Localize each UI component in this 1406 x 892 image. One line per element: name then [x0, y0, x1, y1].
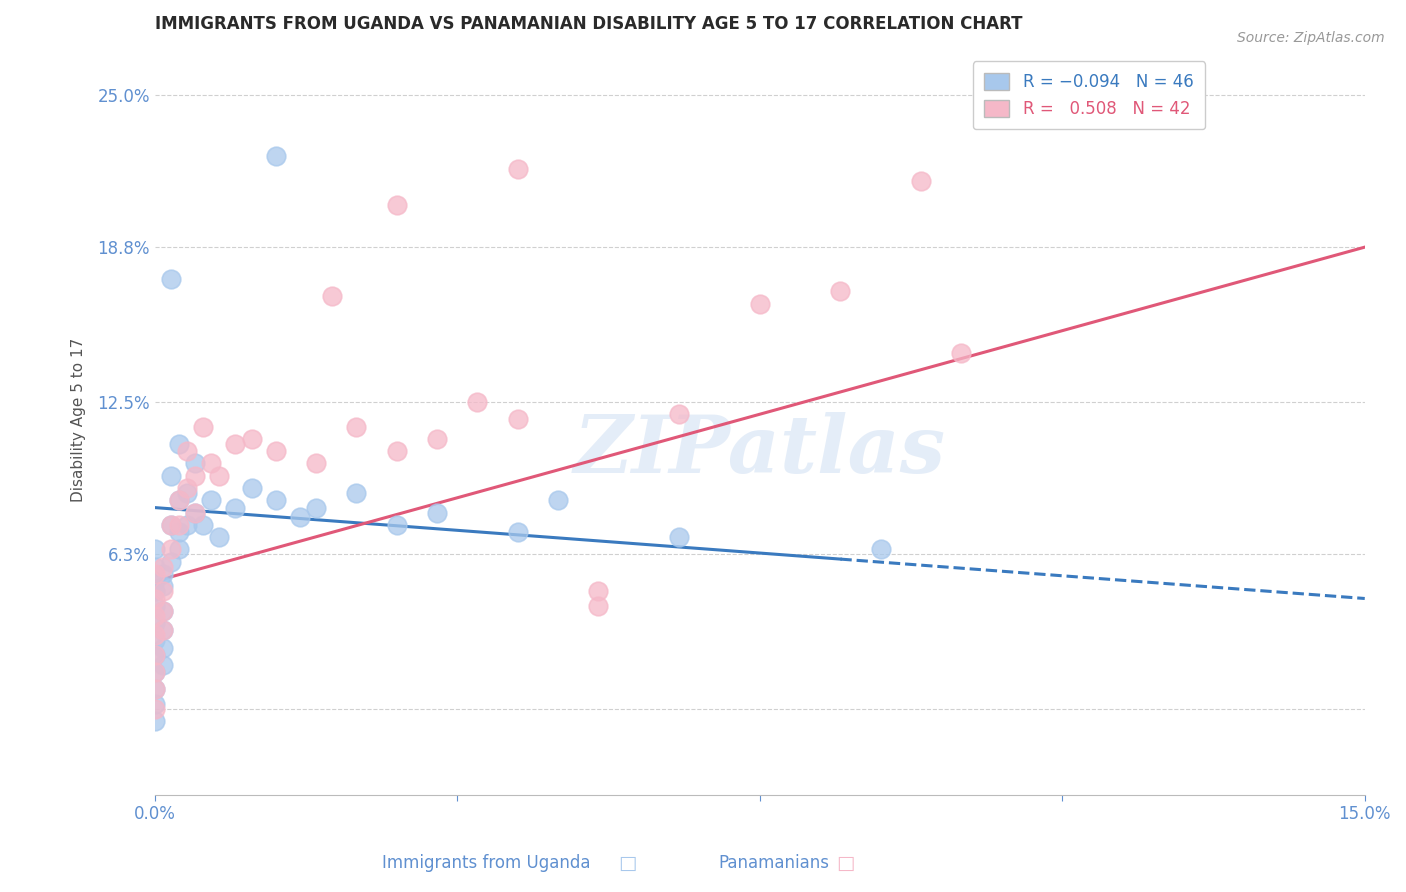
- Point: [152, 624, 174, 638]
- Point: [160, 517, 183, 532]
- Point: [143, 608, 166, 623]
- Point: [426, 506, 449, 520]
- Text: □: □: [619, 854, 637, 873]
- Point: [264, 149, 287, 163]
- Point: [547, 493, 569, 508]
- Point: [152, 604, 174, 618]
- Point: [224, 500, 246, 515]
- Point: [143, 697, 166, 711]
- Point: [305, 500, 328, 515]
- Point: [160, 555, 183, 569]
- Point: [305, 456, 328, 470]
- Point: [385, 517, 408, 532]
- Point: [143, 665, 166, 680]
- Point: [321, 289, 343, 303]
- Point: [152, 640, 174, 655]
- Point: [346, 419, 368, 434]
- Point: [176, 481, 198, 495]
- Point: [143, 559, 166, 574]
- Point: [869, 542, 891, 557]
- Point: [167, 517, 190, 532]
- Point: [588, 584, 610, 599]
- Point: [152, 579, 174, 593]
- Point: [176, 486, 198, 500]
- Point: [588, 599, 610, 613]
- Point: [143, 665, 166, 680]
- Point: [143, 628, 166, 642]
- Point: [167, 436, 190, 450]
- Point: [240, 481, 263, 495]
- Point: [143, 702, 166, 716]
- Point: [910, 174, 932, 188]
- Point: [385, 198, 408, 212]
- Point: [193, 517, 215, 532]
- Point: [506, 525, 529, 540]
- Point: [167, 493, 190, 508]
- Point: [224, 436, 246, 450]
- Point: [160, 272, 183, 286]
- Point: [208, 530, 231, 544]
- Point: [143, 542, 166, 557]
- Point: [167, 493, 190, 508]
- Point: [160, 542, 183, 557]
- Point: [200, 493, 222, 508]
- Point: [184, 468, 207, 483]
- Text: Immigrants from Uganda: Immigrants from Uganda: [382, 855, 591, 872]
- Point: [143, 616, 166, 631]
- Point: [668, 407, 690, 421]
- Point: [264, 444, 287, 458]
- Point: [668, 530, 690, 544]
- Point: [288, 510, 311, 524]
- Point: [240, 432, 263, 446]
- Point: [152, 566, 174, 581]
- Point: [143, 599, 166, 613]
- Point: [143, 682, 166, 697]
- Point: [346, 486, 368, 500]
- Point: [184, 456, 207, 470]
- Point: [143, 648, 166, 662]
- Point: [467, 395, 489, 409]
- Point: [385, 444, 408, 458]
- Point: [176, 444, 198, 458]
- Point: [143, 584, 166, 599]
- Point: [426, 432, 449, 446]
- Y-axis label: Disability Age 5 to 17: Disability Age 5 to 17: [72, 338, 86, 502]
- Point: [160, 517, 183, 532]
- Point: [143, 714, 166, 729]
- Point: [167, 525, 190, 540]
- Point: [506, 412, 529, 426]
- Point: [264, 493, 287, 508]
- Point: [152, 559, 174, 574]
- Point: [193, 419, 215, 434]
- Text: IMMIGRANTS FROM UGANDA VS PANAMANIAN DISABILITY AGE 5 TO 17 CORRELATION CHART: IMMIGRANTS FROM UGANDA VS PANAMANIAN DIS…: [155, 15, 1022, 33]
- Point: [152, 624, 174, 638]
- Point: [152, 657, 174, 672]
- Point: [152, 604, 174, 618]
- Point: [200, 456, 222, 470]
- Point: [143, 682, 166, 697]
- Point: [160, 468, 183, 483]
- Point: [143, 566, 166, 581]
- Point: [143, 591, 166, 606]
- Legend: R = −0.094   N = 46, R =   0.508   N = 42: R = −0.094 N = 46, R = 0.508 N = 42: [973, 62, 1205, 129]
- Point: [167, 542, 190, 557]
- Text: Source: ZipAtlas.com: Source: ZipAtlas.com: [1237, 31, 1385, 45]
- Point: [184, 506, 207, 520]
- Point: [208, 468, 231, 483]
- Point: [152, 584, 174, 599]
- Point: [748, 296, 770, 310]
- Point: [184, 506, 207, 520]
- Point: [830, 285, 852, 299]
- Point: [176, 517, 198, 532]
- Text: □: □: [837, 854, 855, 873]
- Text: Panamanians: Panamanians: [718, 855, 830, 872]
- Point: [143, 633, 166, 648]
- Point: [143, 648, 166, 662]
- Point: [950, 346, 973, 360]
- Point: [506, 161, 529, 176]
- Text: ZIPatlas: ZIPatlas: [574, 411, 946, 489]
- Point: [143, 574, 166, 589]
